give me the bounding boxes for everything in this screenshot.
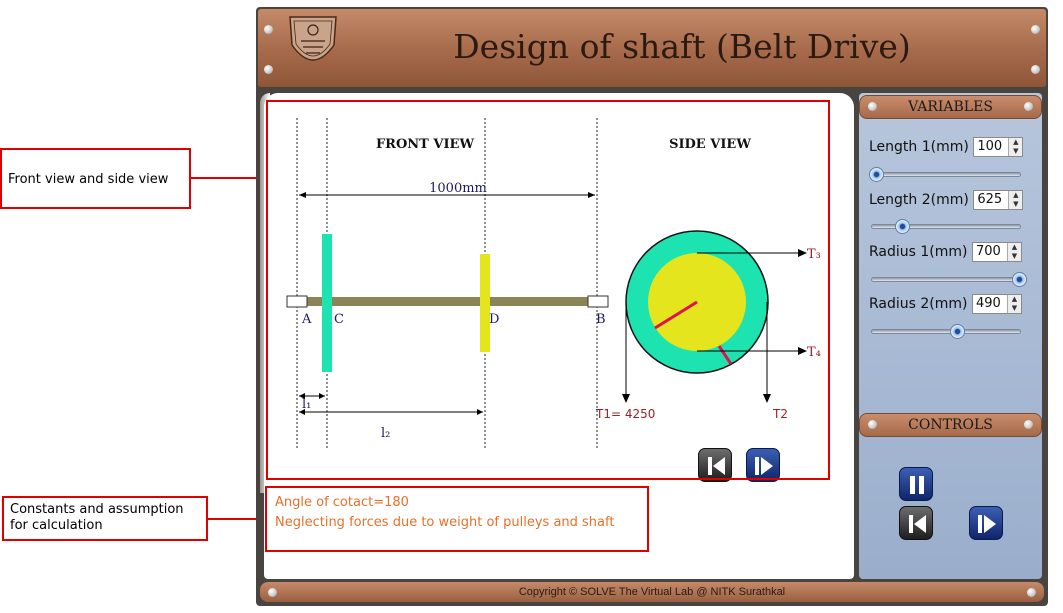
radius1-slider[interactable] [871, 272, 1027, 287]
arrowhead [477, 409, 483, 415]
step-forward-icon [978, 515, 996, 533]
variable-label: Length 2(mm) [869, 192, 969, 208]
rivet-icon [1027, 588, 1036, 597]
radius-line-inner [654, 300, 698, 330]
annotation-connector [208, 518, 266, 520]
pause-button[interactable] [899, 467, 933, 501]
t3-label: T₃ [807, 247, 821, 262]
point-a-label: A [301, 312, 312, 327]
step-forward-icon [755, 457, 773, 475]
variable-label: Radius 1(mm) [869, 244, 968, 260]
radius1-spinner[interactable]: 700 ▲ ▼ [971, 242, 1022, 262]
rivet-icon [1031, 25, 1040, 34]
variables-header: VARIABLES [859, 95, 1042, 119]
views-highlight-box [266, 100, 830, 480]
spinner-value: 700 [975, 244, 1001, 259]
length2-slider[interactable] [871, 219, 1021, 234]
length1-slider[interactable] [869, 167, 1021, 182]
view-step-forward-button[interactable] [746, 448, 780, 482]
l2-label: l₂ [381, 426, 390, 441]
institute-seal-icon [289, 16, 337, 61]
variables-title: VARIABLES [908, 99, 993, 115]
arrowhead [319, 393, 325, 399]
rivet-icon [1024, 102, 1033, 111]
annotation-constants: Constants and assumption for calculation [2, 496, 208, 541]
length1-spinner[interactable]: 100 ▲ ▼ [973, 137, 1024, 157]
arrowhead [763, 394, 771, 403]
spinner-arrows-icon[interactable]: ▲ ▼ [1006, 295, 1021, 313]
variable-radius1: Radius 1(mm) 700 ▲ ▼ [869, 242, 1022, 262]
arrowhead [299, 393, 305, 399]
spinner-value: 490 [975, 296, 1001, 311]
t2-label: T2 [772, 407, 788, 421]
variable-label: Length 1(mm) [869, 139, 969, 155]
front-view-heading: FRONT VIEW [376, 137, 475, 152]
l1-label: l₁ [302, 397, 311, 412]
arrowhead [798, 249, 807, 257]
dimension-label: 1000mm [429, 181, 487, 196]
rivet-icon [264, 25, 273, 34]
variable-radius2: Radius 2(mm) 490 ▲ ▼ [869, 294, 1022, 314]
bearing-b [587, 295, 609, 308]
t1-label: T1= 4250 [595, 407, 655, 421]
arrowhead [299, 409, 305, 415]
arrowhead [588, 192, 595, 198]
variable-length1: Length 1(mm) 100 ▲ ▼ [869, 137, 1024, 157]
spinner-arrows-icon[interactable]: ▲ ▼ [1008, 191, 1023, 209]
radius2-slider[interactable] [871, 324, 1021, 339]
page-title: Design of shaft (Belt Drive) [453, 27, 911, 66]
annotation-views: Front view and side view [0, 148, 191, 209]
step-back-icon [909, 515, 926, 533]
side-panel: VARIABLES Length 1(mm) 100 ▲ ▼ Length 2(mm… [859, 93, 1042, 579]
pause-icon [910, 476, 924, 494]
assumptions-box: Angle of cotact=180 Neglecting forces du… [265, 486, 649, 552]
slider-knob[interactable] [1012, 272, 1027, 287]
rivet-icon [868, 102, 877, 111]
title-bar: Design of shaft (Belt Drive) [258, 9, 1046, 87]
point-b-label: B [596, 312, 606, 327]
spinner-arrows-icon[interactable]: ▲ ▼ [1006, 243, 1021, 261]
bearing-a [286, 295, 308, 308]
point-d-label: D [489, 312, 499, 327]
rivet-icon [868, 420, 877, 429]
arrowhead [299, 192, 306, 198]
rivet-icon [268, 588, 277, 597]
app-window: Design of shaft (Belt Drive) VARIABLES L… [256, 7, 1048, 606]
spinner-value: 100 [977, 139, 1003, 154]
rivet-icon [1024, 420, 1033, 429]
t4-label: T₄ [807, 345, 821, 360]
step-forward-button[interactable] [969, 506, 1003, 540]
radius2-spinner[interactable]: 490 ▲ ▼ [971, 294, 1022, 314]
annotation-connector [191, 177, 269, 179]
shaft [298, 297, 598, 306]
variable-label: Radius 2(mm) [869, 296, 968, 312]
controls-header: CONTROLS [859, 413, 1042, 437]
spinner-arrows-icon[interactable]: ▲ ▼ [1008, 138, 1023, 156]
assumption-angle: Angle of cotact=180 [275, 495, 409, 510]
rivet-icon [1031, 65, 1040, 74]
arrowhead [798, 347, 807, 355]
step-back-button[interactable] [899, 506, 933, 540]
slider-knob[interactable] [950, 324, 965, 339]
side-view-heading: SIDE VIEW [669, 137, 751, 152]
rivet-icon [264, 65, 273, 74]
pulley-d [480, 254, 490, 352]
controls-title: CONTROLS [908, 417, 993, 433]
spinner-value: 625 [977, 192, 1003, 207]
length2-spinner[interactable]: 625 ▲ ▼ [973, 190, 1024, 210]
copyright-text: Copyright © SOLVE The Virtual Lab @ NITK… [518, 586, 786, 598]
footer: Copyright © SOLVE The Virtual Lab @ NITK… [260, 582, 1044, 602]
slider-knob[interactable] [869, 167, 884, 182]
slider-knob[interactable] [895, 219, 910, 234]
point-c-label: C [334, 312, 344, 327]
assumption-neglect: Neglecting forces due to weight of pulle… [275, 515, 615, 530]
arrowhead [622, 394, 630, 403]
pulley-c [322, 234, 332, 372]
view-step-back-button[interactable] [698, 448, 732, 482]
variable-length2: Length 2(mm) 625 ▲ ▼ [869, 190, 1024, 210]
radius-line-outer [717, 345, 733, 365]
step-back-icon [708, 457, 725, 475]
